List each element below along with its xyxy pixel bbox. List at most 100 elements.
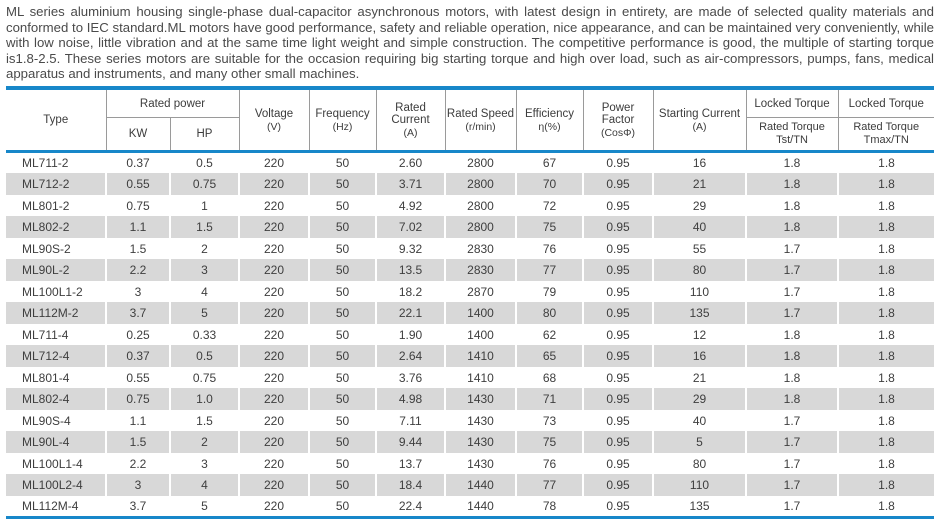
cell-kw: 1.5	[105, 237, 171, 260]
cell-voltage: 220	[238, 216, 310, 238]
table-row: ML802-4 0.75 1.0 220 50 4.98 1430 71 0.95 29 1.8 1.…	[6, 388, 934, 410]
table-row: ML90L-2 2.2 3 220 50 13.5 2830 77 0.95 80 1.7 1.8	[6, 259, 934, 281]
header-frequency-unit: (Hz)	[332, 120, 353, 133]
cell-frequency: 50	[308, 302, 377, 324]
cell-power_factor: 0.95	[582, 388, 654, 410]
cell-efficiency: 70	[515, 173, 584, 195]
cell-rated_current: 3.71	[375, 173, 446, 195]
cell-efficiency: 79	[515, 280, 584, 303]
header-power-factor-label: Power Factor	[601, 101, 635, 126]
cell-tst_tn: 1.7	[745, 237, 839, 260]
cell-kw: 0.25	[105, 323, 171, 346]
cell-voltage: 220	[238, 366, 310, 389]
cell-tmax_tn: 1.8	[837, 366, 934, 389]
cell-starting_current: 16	[652, 151, 747, 174]
cell-rated_speed: 2800	[444, 216, 517, 238]
cell-efficiency: 62	[515, 323, 584, 346]
table-row: ML712-4 0.37 0.5 220 50 2.64 1410 65 0.95 16 1.8 1.…	[6, 345, 934, 367]
cell-kw: 3	[105, 280, 171, 303]
cell-starting_current: 110	[652, 474, 747, 496]
cell-tst_tn: 1.7	[745, 495, 839, 518]
cell-voltage: 220	[238, 345, 310, 367]
header-starting-current-label: Starting Current	[658, 107, 741, 120]
header-rated-torque-tmax-line1: Rated Torque	[853, 121, 920, 134]
table-row: ML112M-2 3.7 5 220 50 22.1 1400 80 0.95 135 1.7 1.8	[6, 302, 934, 324]
header-efficiency-label: Efficiency	[524, 107, 574, 120]
cell-power_factor: 0.95	[582, 452, 654, 475]
cell-starting_current: 40	[652, 216, 747, 238]
cell-voltage: 220	[238, 323, 310, 346]
cell-frequency: 50	[308, 280, 377, 303]
cell-hp: 5	[169, 302, 240, 324]
cell-rated_current: 9.32	[375, 237, 446, 260]
cell-voltage: 220	[238, 388, 310, 410]
cell-rated_speed: 2830	[444, 259, 517, 281]
cell-efficiency: 71	[515, 388, 584, 410]
cell-efficiency: 75	[515, 431, 584, 453]
cell-frequency: 50	[308, 495, 377, 518]
cell-tst_tn: 1.7	[745, 302, 839, 324]
table-row: ML90S-4 1.1 1.5 220 50 7.11 1430 73 0.95 40 1.7 1.8	[6, 409, 934, 432]
cell-kw: 0.37	[105, 151, 171, 174]
cell-type: ML801-4	[6, 366, 107, 389]
cell-tmax_tn: 1.8	[837, 474, 934, 496]
cell-tst_tn: 1.8	[745, 345, 839, 367]
cell-voltage: 220	[238, 474, 310, 496]
cell-voltage: 220	[238, 452, 310, 475]
table-row: ML801-2 0.75 1 220 50 4.92 2800 72 0.95 29 1.8 1.8	[6, 194, 934, 217]
intro-paragraph: ML series aluminium housing single-phase…	[6, 4, 934, 82]
table-row: ML100L2-4 3 4 220 50 18.4 1440 77 0.95 110 1.7 1.8	[6, 474, 934, 496]
cell-frequency: 50	[308, 474, 377, 496]
cell-frequency: 50	[308, 366, 377, 389]
cell-starting_current: 55	[652, 237, 747, 260]
table-row: ML90S-2 1.5 2 220 50 9.32 2830 76 0.95 55 1.7 1.8	[6, 237, 934, 260]
cell-type: ML802-4	[6, 388, 107, 410]
cell-type: ML802-2	[6, 216, 107, 238]
cell-efficiency: 76	[515, 237, 584, 260]
header-frequency: Frequency (Hz)	[308, 87, 377, 154]
cell-hp: 3	[169, 452, 240, 475]
table-row: ML100L1-4 2.2 3 220 50 13.7 1430 76 0.95 80 1.7 1.8	[6, 452, 934, 475]
cell-efficiency: 77	[515, 259, 584, 281]
cell-tmax_tn: 1.8	[837, 216, 934, 238]
header-rated-speed-label: Rated Speed	[446, 107, 515, 120]
cell-voltage: 220	[238, 259, 310, 281]
table-row: ML711-2 0.37 0.5 220 50 2.60 2800 67 0.95 16 1.8 1.…	[6, 151, 934, 174]
cell-frequency: 50	[308, 388, 377, 410]
cell-power_factor: 0.95	[582, 237, 654, 260]
cell-tmax_tn: 1.8	[837, 388, 934, 410]
header-starting-current: Starting Current (A)	[652, 87, 747, 154]
table-body: ML711-2 0.37 0.5 220 50 2.60 2800 67 0.95 16 1.8 1.…	[6, 151, 934, 518]
cell-rated_speed: 2830	[444, 237, 517, 260]
cell-tst_tn: 1.8	[745, 323, 839, 346]
cell-power_factor: 0.95	[582, 259, 654, 281]
cell-kw: 0.55	[105, 173, 171, 195]
cell-rated_speed: 2800	[444, 194, 517, 217]
header-rated-current-label: Rated Current	[391, 101, 430, 126]
cell-kw: 0.75	[105, 388, 171, 410]
cell-power_factor: 0.95	[582, 302, 654, 324]
header-efficiency-unit: η(%)	[538, 120, 561, 133]
header-rated-current: Rated Current (A)	[375, 87, 446, 154]
cell-rated_speed: 1410	[444, 366, 517, 389]
cell-hp: 1.5	[169, 409, 240, 432]
table-row: ML112M-4 3.7 5 220 50 22.4 1440 78 0.95 135 1.7 1.8	[6, 495, 934, 518]
cell-voltage: 220	[238, 409, 310, 432]
cell-frequency: 50	[308, 452, 377, 475]
cell-tst_tn: 1.7	[745, 409, 839, 432]
cell-frequency: 50	[308, 237, 377, 260]
cell-rated_speed: 1400	[444, 323, 517, 346]
cell-kw: 3.7	[105, 495, 171, 518]
cell-rated_current: 1.90	[375, 323, 446, 346]
cell-voltage: 220	[238, 302, 310, 324]
cell-kw: 3	[105, 474, 171, 496]
cell-hp: 1.5	[169, 216, 240, 238]
cell-rated_speed: 1410	[444, 345, 517, 367]
cell-voltage: 220	[238, 431, 310, 453]
cell-tst_tn: 1.8	[745, 388, 839, 410]
cell-starting_current: 21	[652, 366, 747, 389]
cell-starting_current: 12	[652, 323, 747, 346]
cell-kw: 1.1	[105, 216, 171, 238]
cell-hp: 4	[169, 474, 240, 496]
cell-rated_speed: 1430	[444, 409, 517, 432]
